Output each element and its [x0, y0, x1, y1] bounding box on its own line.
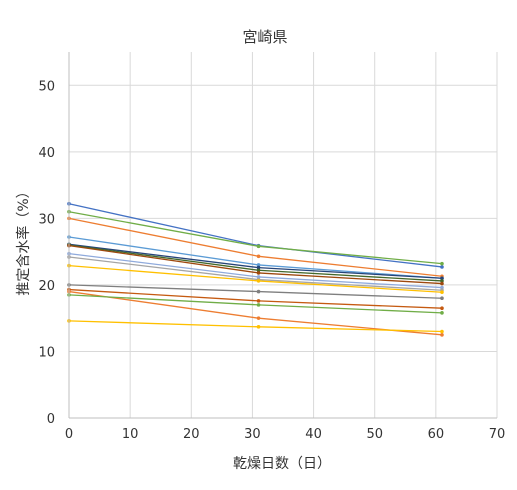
- data-point: [256, 263, 261, 267]
- x-axis-title: 乾燥日数（日）: [233, 456, 331, 472]
- data-point: [440, 279, 444, 283]
- data-point: [440, 296, 444, 301]
- data-point: [440, 281, 444, 286]
- data-point: [256, 289, 261, 294]
- gridlines: [69, 52, 498, 418]
- data-point: [440, 329, 444, 334]
- data-point: [256, 279, 261, 283]
- data-point: [440, 265, 444, 269]
- data-point: [440, 276, 444, 281]
- data-point: [440, 333, 444, 337]
- series-8: [67, 251, 444, 290]
- data-point: [256, 268, 261, 273]
- data-point: [440, 261, 444, 266]
- series-15: [67, 319, 444, 334]
- data-point: [256, 254, 261, 259]
- data-point: [256, 244, 261, 249]
- x-tick-label: 20: [183, 427, 200, 442]
- data-point: [256, 299, 261, 303]
- x-tick-label: 60: [428, 427, 445, 442]
- series-14: [67, 293, 444, 315]
- data-point: [256, 325, 261, 329]
- data-point: [440, 306, 444, 311]
- series-10: [67, 263, 444, 295]
- y-tick-label: 40: [38, 146, 55, 161]
- data-point: [256, 316, 261, 320]
- data-point: [440, 311, 444, 315]
- data-point: [256, 271, 261, 275]
- y-tick-label: 50: [38, 79, 55, 94]
- data-point: [256, 303, 261, 307]
- x-tick-label: 40: [305, 427, 322, 442]
- data-point: [256, 265, 261, 270]
- x-tick-label: 0: [65, 427, 73, 442]
- data-point: [256, 275, 261, 279]
- y-axis-title: 推定含水率（%）: [15, 184, 32, 295]
- y-tick-label: 10: [38, 345, 55, 360]
- data-point: [440, 290, 444, 295]
- y-tick-label: 0: [47, 412, 55, 427]
- y-tick-label: 30: [38, 212, 55, 227]
- y-tick-label: 20: [38, 279, 55, 294]
- x-tick-label: 70: [489, 427, 506, 442]
- series-lines: [67, 201, 444, 337]
- x-tick-label: 30: [244, 427, 261, 442]
- series-2: [67, 209, 444, 266]
- axes: 0 10 20 30 40 50 60 70 0 10 20 30 40 50: [38, 52, 505, 442]
- x-tick-label: 50: [366, 427, 383, 442]
- data-point: [440, 285, 444, 290]
- chart-title: 宮崎県: [242, 28, 287, 46]
- series-5: [67, 242, 444, 281]
- series-13: [67, 289, 444, 337]
- x-tick-label: 10: [122, 427, 139, 442]
